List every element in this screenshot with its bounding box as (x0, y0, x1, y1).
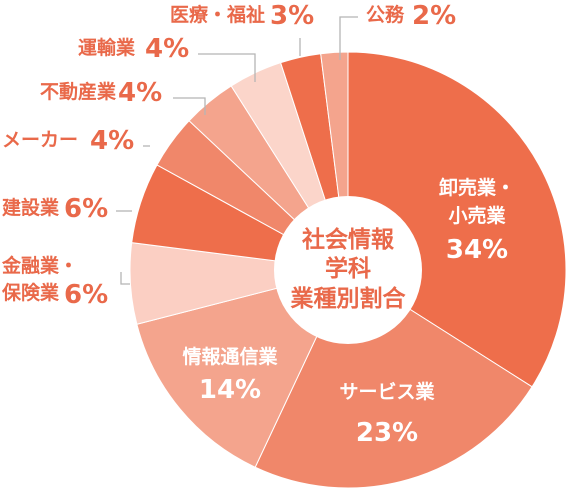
slice-label-9: 公務 (366, 3, 405, 26)
slice-label-1: サービス業 (339, 380, 435, 403)
leader-lines-layer (116, 16, 358, 285)
leader-line-3 (120, 272, 130, 285)
slice-label-3: 金融業・ (1, 254, 78, 277)
slice-value-label-9: 2% (412, 1, 456, 31)
slice-value-label-0: 34% (446, 235, 508, 265)
slice-label-5: メーカー (2, 129, 78, 151)
slice-value-label-7: 4% (145, 34, 189, 64)
slice-value-label-6: 4% (118, 78, 162, 108)
slice-value-label-1: 23% (356, 418, 418, 448)
slice-value-label-4: 6% (64, 194, 108, 224)
center-hole (274, 196, 422, 344)
slice-value-label-8: 3% (270, 1, 314, 31)
leader-line-6 (173, 97, 206, 115)
slice-label-8: 医療・福祉 (170, 3, 265, 26)
slice-label-4: 建設業 (2, 196, 60, 219)
slice-value-label-2: 14% (199, 375, 261, 405)
slice-value-label-5: 4% (90, 126, 134, 156)
chart-title-line: 学科 (325, 255, 371, 282)
slice-value-label-3: 6% (64, 280, 108, 310)
leader-line-9 (339, 16, 358, 60)
slice-label-0: 卸売業・ (439, 176, 515, 199)
slice-label-6: 不動産業 (40, 80, 117, 103)
slice-label-7: 運輸業 (78, 36, 136, 59)
slice-label-3: 保険業 (1, 281, 60, 304)
leader-line-7 (198, 53, 256, 82)
chart-title-line: 業種別割合 (290, 285, 407, 312)
slice-label-0: 小売業 (448, 204, 506, 227)
chart-title-line: 社会情報 (302, 226, 395, 253)
slice-label-2: 情報通信業 (182, 345, 278, 368)
